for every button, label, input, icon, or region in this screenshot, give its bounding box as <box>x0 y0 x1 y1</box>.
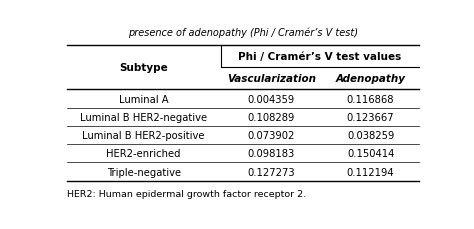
Text: Vascularization: Vascularization <box>227 74 316 84</box>
Text: 0.108289: 0.108289 <box>248 112 295 122</box>
Text: Triple-negative: Triple-negative <box>107 167 181 177</box>
Text: HER2-enriched: HER2-enriched <box>107 149 181 159</box>
Text: 0.004359: 0.004359 <box>248 94 295 104</box>
Text: Luminal B HER2-positive: Luminal B HER2-positive <box>82 131 205 140</box>
Text: 0.116868: 0.116868 <box>347 94 394 104</box>
Text: 0.123667: 0.123667 <box>347 112 394 122</box>
Text: HER2: Human epidermal growth factor receptor 2.: HER2: Human epidermal growth factor rece… <box>66 190 306 199</box>
Text: Phi / Cramér’s V test values: Phi / Cramér’s V test values <box>238 52 401 62</box>
Text: presence of adenopathy (Phi / Cramér’s V test): presence of adenopathy (Phi / Cramér’s V… <box>128 27 358 38</box>
Text: Adenopathy: Adenopathy <box>336 74 406 84</box>
Text: 0.112194: 0.112194 <box>347 167 394 177</box>
Text: Luminal B HER2-negative: Luminal B HER2-negative <box>80 112 207 122</box>
Text: 0.073902: 0.073902 <box>248 131 295 140</box>
Text: 0.127273: 0.127273 <box>247 167 295 177</box>
Text: Subtype: Subtype <box>119 63 168 73</box>
Text: Luminal A: Luminal A <box>119 94 169 104</box>
Text: 0.150414: 0.150414 <box>347 149 394 159</box>
Text: 0.038259: 0.038259 <box>347 131 394 140</box>
Text: 0.098183: 0.098183 <box>248 149 295 159</box>
